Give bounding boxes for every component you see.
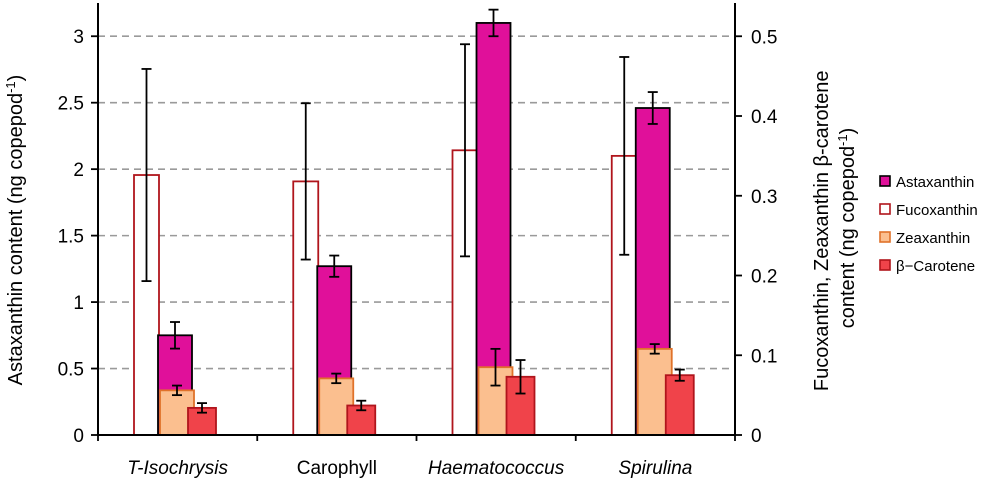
legend-label: Fucoxanthin (896, 202, 978, 219)
legend-swatch (879, 259, 891, 271)
category-label: Carophyll (297, 458, 377, 479)
right-tick-label: 0 (751, 426, 762, 447)
error-bar (649, 343, 660, 355)
error-bar (488, 8, 499, 38)
category-label: Spirulina (618, 458, 692, 479)
left-axis-title: Astaxanthin content (ng copepod-1) (3, 75, 28, 386)
legend-label: Zeaxanthin (896, 230, 970, 247)
right-tick-label: 0.5 (751, 27, 777, 48)
legend-swatch (879, 175, 891, 187)
error-bar (674, 368, 685, 382)
left-tick-label: 1 (73, 293, 84, 314)
error-bar (172, 384, 182, 397)
left-axis-ticks: 0 0.5 1 1.5 2 2.5 3 (58, 27, 98, 447)
left-tick-label: 0.5 (58, 360, 84, 381)
right-axis-title: Fucoxanthin, Zeaxanthin β-carotene conte… (811, 65, 859, 391)
error-bar (619, 56, 630, 256)
right-tick-label: 0.4 (751, 107, 778, 128)
right-tick-label: 0.1 (751, 346, 777, 367)
error-bar (460, 43, 470, 258)
axes (97, 3, 736, 441)
error-bar (141, 68, 152, 282)
error-bar (490, 347, 501, 387)
legend-label: β−Carotene (896, 258, 975, 275)
error-bar (329, 254, 340, 278)
legend-swatch (879, 231, 891, 243)
right-tick-label: 0.2 (751, 267, 777, 288)
legend-label: Astaxanthin (896, 174, 974, 191)
right-tick-label: 0.3 (751, 187, 777, 208)
legend-swatch (879, 203, 891, 215)
legend: Astaxanthin Fucoxanthin Zeaxanthin β−Carote… (879, 174, 978, 275)
category-labels: T-Isochrysis Carophyll Haematococcus Spirul… (127, 458, 692, 479)
error-bar (356, 399, 367, 412)
category-label: Haematococcus (428, 458, 565, 479)
error-bar (170, 321, 180, 350)
error-bar (300, 102, 311, 261)
left-tick-label: 1.5 (58, 227, 84, 248)
error-bar (647, 91, 658, 125)
left-tick-label: 0 (73, 426, 84, 447)
left-tick-label: 2 (73, 160, 84, 181)
bar-carotene (664, 374, 695, 436)
error-bar (197, 402, 207, 414)
left-tick-label: 2.5 (58, 94, 84, 115)
right-axis-ticks: 0 0.1 0.2 0.3 0.4 0.5 (735, 27, 778, 447)
category-label: T-Isochrysis (127, 458, 228, 479)
error-bar (515, 359, 526, 395)
error-bars (141, 8, 685, 414)
left-tick-label: 3 (73, 27, 84, 48)
bars (133, 22, 695, 436)
error-bar (331, 372, 342, 385)
